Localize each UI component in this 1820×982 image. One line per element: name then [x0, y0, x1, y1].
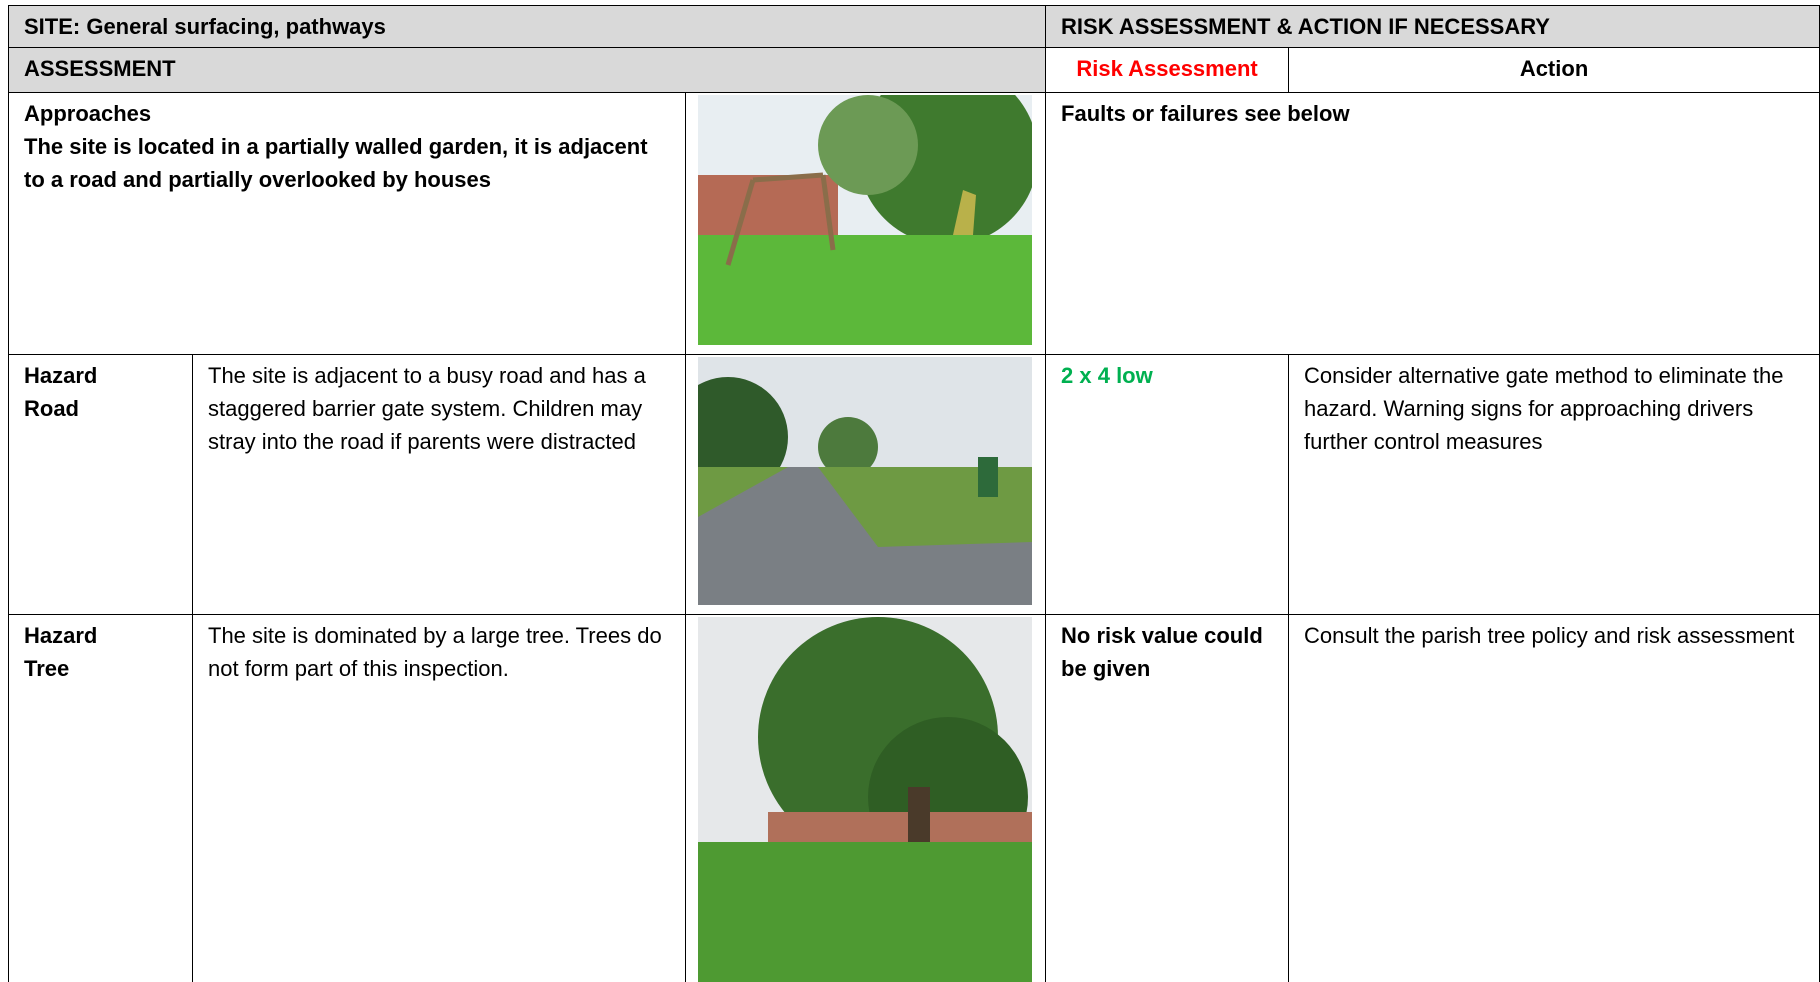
approaches-cell: Approaches The site is located in a part…: [8, 92, 686, 355]
hazard-subject: Road: [24, 396, 79, 421]
hazard-cell: Hazard Tree: [8, 614, 193, 982]
action-cell: Consult the parish tree policy and risk …: [1288, 614, 1820, 982]
photo-cell: [684, 65, 1047, 355]
risk-cell: 2 x 4 low: [1045, 354, 1290, 615]
description-cell: The site is dominated by a large tree. T…: [192, 614, 686, 982]
risk-cell: No risk value could be given: [1045, 614, 1290, 982]
description-cell: The site is adjacent to a busy road and …: [192, 354, 686, 615]
risk-action-title: RISK ASSESSMENT & ACTION IF NECESSARY: [1045, 5, 1820, 48]
action-cell: Consider alternative gate method to elim…: [1288, 354, 1820, 615]
risk-cell: Faults or failures see below: [1045, 92, 1820, 355]
action-heading: Action: [1288, 47, 1820, 93]
photo-garden: [698, 65, 1038, 345]
photo-tree: [698, 617, 1032, 982]
photo-cell: [668, 354, 1047, 615]
hazard-cell: Hazard Road: [8, 354, 193, 615]
hazard-label: Hazard: [24, 363, 98, 388]
risk-heading: Risk Assessment: [1045, 47, 1290, 93]
row-description: The site is located in a partially walle…: [24, 134, 648, 192]
risk-table: SITE: General surfacing, pathways RISK A…: [7, 5, 1820, 982]
hazard-subject: Tree: [24, 656, 70, 681]
photo-cell: [684, 614, 1047, 982]
hazard-label: Hazard: [24, 623, 98, 648]
assessment-heading: ASSESSMENT: [7, 47, 1047, 93]
photo-road: [668, 357, 1032, 605]
row-title: Approaches: [24, 101, 152, 126]
site-title: SITE: General surfacing, pathways: [7, 5, 1047, 48]
